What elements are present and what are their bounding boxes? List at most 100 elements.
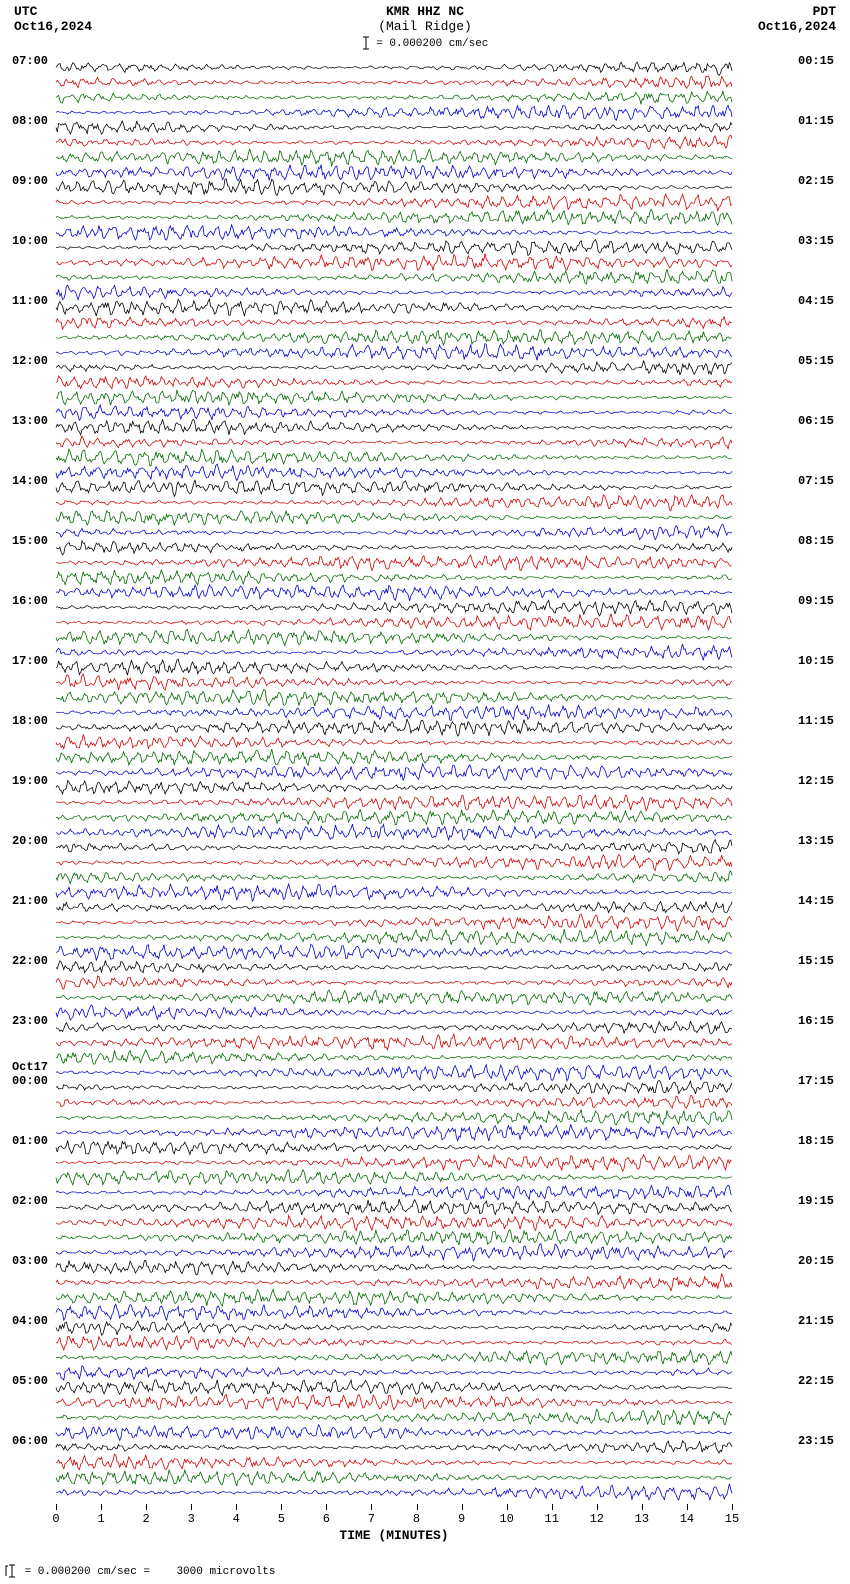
x-axis-tick [146, 1504, 147, 1510]
trace-line [56, 375, 732, 390]
utc-hour-label: 06:00 [12, 1434, 48, 1448]
x-axis-tick-label: 11 [545, 1512, 559, 1526]
x-axis-tick-label: 6 [323, 1512, 330, 1526]
trace-line [56, 75, 732, 90]
trace-line [56, 1275, 732, 1290]
trace-line [56, 1470, 732, 1485]
trace-line [56, 945, 732, 960]
pdt-hour-label: 10:15 [798, 654, 834, 668]
utc-hour-label: 19:00 [12, 774, 48, 788]
trace-line [56, 510, 732, 525]
utc-hour-label: 04:00 [12, 1314, 48, 1328]
x-axis-tick [56, 1504, 57, 1510]
x-axis-tick [507, 1504, 508, 1510]
x-axis-tick-label: 10 [499, 1512, 513, 1526]
trace-line [56, 1065, 732, 1080]
trace-line [56, 255, 732, 270]
x-axis-tick [597, 1504, 598, 1510]
scale-note-text: = 0.000200 cm/sec [376, 38, 488, 50]
x-axis-tick-label: 13 [635, 1512, 649, 1526]
trace-line [56, 480, 732, 495]
trace-line [56, 1260, 732, 1275]
trace-line [56, 195, 732, 210]
trace-line [56, 60, 732, 75]
x-axis: TIME (MINUTES) 0123456789101112131415 [56, 1504, 732, 1554]
pdt-hour-label: 15:15 [798, 954, 834, 968]
trace-line [56, 345, 732, 360]
trace-line [56, 525, 732, 540]
x-axis-tick [326, 1504, 327, 1510]
pdt-hour-label: 11:15 [798, 714, 834, 728]
trace-line [56, 810, 732, 825]
trace-line [56, 750, 732, 765]
trace-line [56, 675, 732, 690]
tz-right-tz: PDT [758, 4, 836, 19]
trace-line [56, 1440, 732, 1455]
trace-line [56, 420, 732, 435]
trace-line [56, 645, 732, 660]
pdt-hour-label: 13:15 [798, 834, 834, 848]
trace-line [56, 990, 732, 1005]
trace-line [56, 465, 732, 480]
helicorder-container: UTC Oct16,2024 KMR HHZ NC (Mail Ridge) =… [0, 0, 850, 1584]
pdt-hour-label: 02:15 [798, 174, 834, 188]
trace-line [56, 930, 732, 945]
tz-right-date: Oct16,2024 [758, 19, 836, 34]
x-axis-tick-label: 4 [233, 1512, 240, 1526]
pdt-hour-label: 09:15 [798, 594, 834, 608]
trace-line [56, 1320, 732, 1335]
trace-line [56, 825, 732, 840]
trace-line [56, 780, 732, 795]
footer-scale: = 0.000200 cm/sec = 3000 microvolts [4, 1564, 275, 1578]
trace-line [56, 360, 732, 375]
utc-hour-label: 12:00 [12, 354, 48, 368]
pdt-hour-label: 04:15 [798, 294, 834, 308]
trace-line [56, 1410, 732, 1425]
utc-hour-label: 15:00 [12, 534, 48, 548]
utc-hour-label: 01:00 [12, 1134, 48, 1148]
trace-line [56, 1035, 732, 1050]
scale-bar-icon [362, 36, 370, 50]
x-axis-tick [371, 1504, 372, 1510]
trace-line [56, 150, 732, 165]
pdt-hour-label: 03:15 [798, 234, 834, 248]
utc-hour-label: 21:00 [12, 894, 48, 908]
pdt-hour-labels: 00:1501:1502:1503:1504:1505:1506:1507:15… [794, 60, 850, 1500]
utc-hour-label: 03:00 [12, 1254, 48, 1268]
x-axis-title: TIME (MINUTES) [56, 1528, 732, 1543]
pdt-hour-label: 07:15 [798, 474, 834, 488]
trace-line [56, 960, 732, 975]
footer-scale-icon [4, 1564, 18, 1578]
utc-hour-label: 22:00 [12, 954, 48, 968]
trace-line [56, 1095, 732, 1110]
utc-hour-label: 20:00 [12, 834, 48, 848]
utc-hour-label: 16:00 [12, 594, 48, 608]
trace-line [56, 735, 732, 750]
trace-line [56, 270, 732, 285]
pdt-hour-label: 01:15 [798, 114, 834, 128]
trace-line [56, 315, 732, 330]
trace-line [56, 1215, 732, 1230]
trace-line [56, 1380, 732, 1395]
station-code: KMR HHZ NC [0, 4, 850, 19]
utc-day-break-label: Oct17 [12, 1060, 48, 1074]
pdt-hour-label: 20:15 [798, 1254, 834, 1268]
trace-line [56, 885, 732, 900]
x-axis-tick [101, 1504, 102, 1510]
x-axis-tick [236, 1504, 237, 1510]
x-axis-tick-label: 3 [188, 1512, 195, 1526]
trace-line [56, 90, 732, 105]
trace-line [56, 720, 732, 735]
x-axis-tick-label: 12 [590, 1512, 604, 1526]
utc-hour-label: 11:00 [12, 294, 48, 308]
trace-line [56, 765, 732, 780]
trace-line [56, 1365, 732, 1380]
trace-line [56, 975, 732, 990]
pdt-hour-label: 22:15 [798, 1374, 834, 1388]
pdt-hour-label: 06:15 [798, 414, 834, 428]
x-axis-tick-label: 14 [680, 1512, 694, 1526]
trace-line [56, 330, 732, 345]
pdt-hour-label: 08:15 [798, 534, 834, 548]
helicorder-plot [56, 60, 732, 1500]
x-axis-tick-label: 1 [97, 1512, 104, 1526]
